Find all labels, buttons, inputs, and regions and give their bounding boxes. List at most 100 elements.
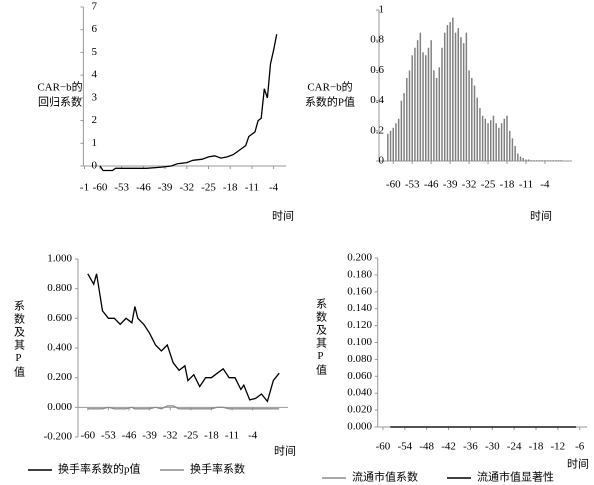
- y-tick-label: 0.140: [347, 302, 372, 314]
- x-tick-label: -53: [405, 179, 420, 191]
- bar: [490, 120, 492, 161]
- bar: [492, 115, 495, 161]
- x-tick-label: -32: [163, 430, 178, 442]
- legend-label: 换手率系数: [190, 462, 245, 476]
- y-tick-label: 5: [92, 46, 98, 58]
- y-tick-label: 2: [92, 114, 98, 126]
- y-tick-label: 3: [92, 91, 98, 103]
- bar: [452, 17, 454, 161]
- y-tick-label: 0.2: [370, 124, 384, 136]
- y-tick-label: 0.000: [47, 401, 72, 413]
- y-tick-label: 0.4: [370, 94, 384, 106]
- y-tick-label: 1: [92, 137, 98, 149]
- legend-label: 换手率系数的p值: [58, 462, 141, 476]
- bar: [522, 157, 524, 161]
- x-axis-label: 时间: [274, 445, 296, 458]
- bar: [498, 127, 500, 161]
- bar: [408, 70, 411, 161]
- y-axis-label: CAR−b的: [37, 80, 82, 94]
- bar: [422, 52, 424, 161]
- y-tick-label: 0.040: [347, 387, 372, 399]
- x-tick-label: -39: [142, 430, 157, 442]
- y-tick-label: 1: [379, 4, 385, 16]
- y-tick-label: 0.600: [47, 312, 72, 324]
- bar: [419, 32, 422, 162]
- bar: [508, 130, 511, 161]
- bar: [555, 160, 557, 161]
- legend-label: 流通市值系数: [352, 470, 418, 484]
- bar: [557, 160, 560, 161]
- x-tick-label: -60: [93, 182, 108, 194]
- y-tick-label: 0.000: [347, 421, 372, 433]
- x-tick-label: -1: [80, 182, 89, 194]
- y-tick-label: 0: [92, 160, 98, 172]
- x-tick-label: -53: [101, 430, 116, 442]
- x-tick-label: -24: [507, 441, 522, 453]
- bar: [538, 160, 541, 161]
- bar: [541, 160, 543, 161]
- x-tick-label: -25: [183, 430, 198, 442]
- y-tick-label: 0.6: [370, 64, 384, 76]
- y-axis-label: 系数的P值: [305, 95, 355, 109]
- bar: [473, 85, 476, 161]
- bar: [506, 115, 508, 161]
- y-axis-label: 系数及其P值: [314, 298, 327, 377]
- y-tick-label: 1.000: [47, 253, 72, 265]
- x-axis-label: 时间: [567, 458, 589, 471]
- x-axis-label: 时间: [530, 210, 552, 223]
- bar: [479, 108, 481, 161]
- x-tick-label: -12: [551, 441, 566, 453]
- bar: [465, 32, 468, 162]
- bar: [430, 40, 432, 162]
- bar: [527, 159, 530, 161]
- x-tick-label: -4: [540, 179, 550, 191]
- x-axis-label: 时间: [272, 210, 294, 223]
- y-tick-label: 0.120: [347, 319, 372, 331]
- bar: [544, 160, 546, 161]
- legend-label: 流通市值显著性: [477, 470, 554, 484]
- x-tick-label: -53: [114, 182, 129, 194]
- x-tick-label: -46: [122, 430, 137, 442]
- y-tick-label: -0.200: [44, 431, 73, 443]
- bar: [514, 145, 516, 161]
- x-tick-label: -18: [529, 441, 544, 453]
- x-tick-label: -32: [179, 182, 194, 194]
- bar: [425, 55, 427, 161]
- y-tick-label: 6: [92, 23, 98, 35]
- bar: [435, 77, 438, 161]
- y-tick-label: 0: [379, 155, 385, 167]
- bar: [533, 160, 535, 161]
- bar: [500, 123, 503, 161]
- x-tick-label: -18: [500, 179, 515, 191]
- y-tick-label: 0.800: [47, 282, 72, 294]
- bar: [519, 156, 522, 161]
- y-tick-label: 0.080: [347, 353, 372, 365]
- y-tick-label: 0.160: [347, 285, 372, 297]
- y-tick-label: 0.060: [347, 370, 372, 382]
- bar: [525, 159, 527, 161]
- x-tick-label: -48: [419, 441, 434, 453]
- bar: [495, 123, 497, 161]
- x-tick-label: -6: [575, 441, 585, 453]
- y-tick-label: 0.200: [47, 371, 72, 383]
- line: [87, 405, 280, 410]
- x-tick-label: -18: [204, 430, 219, 442]
- y-tick-label: 0.100: [347, 336, 372, 348]
- bar: [400, 100, 403, 161]
- line: [99, 34, 278, 172]
- bar: [427, 47, 430, 161]
- bar: [476, 97, 478, 161]
- bar: [392, 127, 394, 161]
- y-tick-label: 7: [92, 1, 98, 13]
- y-tick-label: 4: [92, 69, 98, 81]
- bar: [536, 160, 538, 161]
- bar: [416, 40, 419, 162]
- x-tick-label: -32: [462, 179, 477, 191]
- bar: [471, 77, 473, 161]
- bar: [552, 160, 554, 161]
- bar: [484, 118, 487, 161]
- bar: [481, 115, 484, 161]
- bar: [546, 160, 549, 161]
- y-tick-label: 0.180: [347, 268, 372, 280]
- y-axis-label: 回归系数: [38, 95, 82, 109]
